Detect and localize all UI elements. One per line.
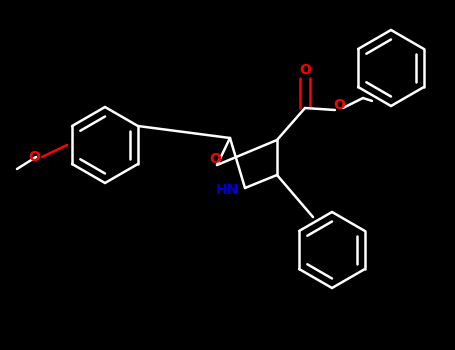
Text: O: O: [299, 63, 311, 77]
Text: O: O: [28, 150, 40, 164]
Text: HN: HN: [215, 183, 238, 197]
Text: O: O: [333, 98, 345, 112]
Text: O: O: [209, 152, 221, 166]
